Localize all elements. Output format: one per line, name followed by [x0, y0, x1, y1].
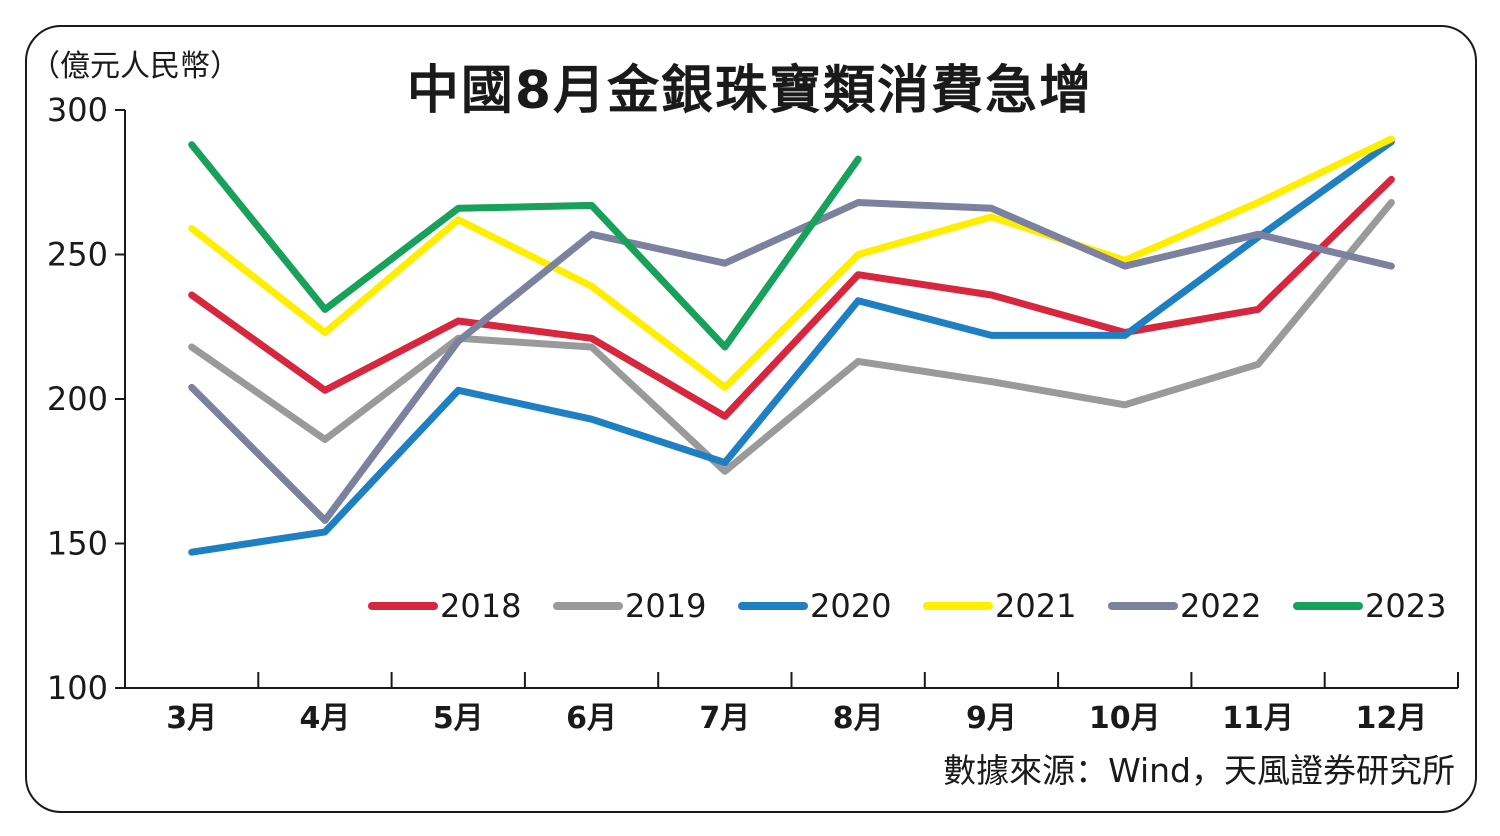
y-tick-label: 200: [47, 380, 108, 418]
legend-label-2022: 2022: [1180, 587, 1261, 625]
series-line-2020: [188, 138, 1395, 556]
x-axis-ticks: 3月 4月 5月 6月 7月 8月 9月 10月 11月 12月: [166, 672, 1459, 736]
x-tick-label: 5月: [433, 701, 484, 736]
y-axis-unit-label: （億元人民幣）: [30, 49, 240, 84]
x-tick-label: 6月: [566, 701, 617, 736]
x-tick-label: 11月: [1222, 701, 1294, 736]
legend-label-2021: 2021: [995, 587, 1076, 625]
source-note: 數據來源：Wind，天風證券研究所: [943, 751, 1455, 790]
y-tick-label: 250: [47, 236, 108, 274]
chart-frame: [25, 25, 1477, 813]
y-axis-ticks: 100 150 200 250 300: [47, 91, 125, 707]
x-tick-label: 4月: [300, 701, 351, 736]
x-tick-label: 7月: [699, 701, 750, 736]
series-line-2019: [188, 199, 1395, 475]
x-tick-label: 12月: [1355, 701, 1427, 736]
legend-label-2020: 2020: [810, 587, 891, 625]
y-tick-label: 100: [47, 669, 108, 707]
series-line-2021: [188, 135, 1395, 391]
legend-label-2019: 2019: [625, 587, 706, 625]
legend-label-2018: 2018: [440, 587, 521, 625]
y-tick-label: 300: [47, 91, 108, 129]
x-tick-label: 9月: [966, 701, 1017, 736]
series-line-2022: [188, 199, 1395, 524]
y-tick-label: 150: [47, 525, 108, 563]
legend-label-2023: 2023: [1365, 587, 1446, 625]
series-line-2023: [188, 141, 862, 351]
x-tick-label: 10月: [1089, 701, 1161, 736]
x-tick-label: 8月: [833, 701, 884, 736]
series-line-2018: [188, 175, 1395, 420]
chart-title: 中國8月金銀珠寶類消費急增: [407, 61, 1093, 121]
series-lines: [188, 135, 1395, 556]
legend: 2018 2019 2020 2021 2022 2023: [368, 587, 1446, 625]
x-tick-label: 3月: [166, 701, 217, 736]
